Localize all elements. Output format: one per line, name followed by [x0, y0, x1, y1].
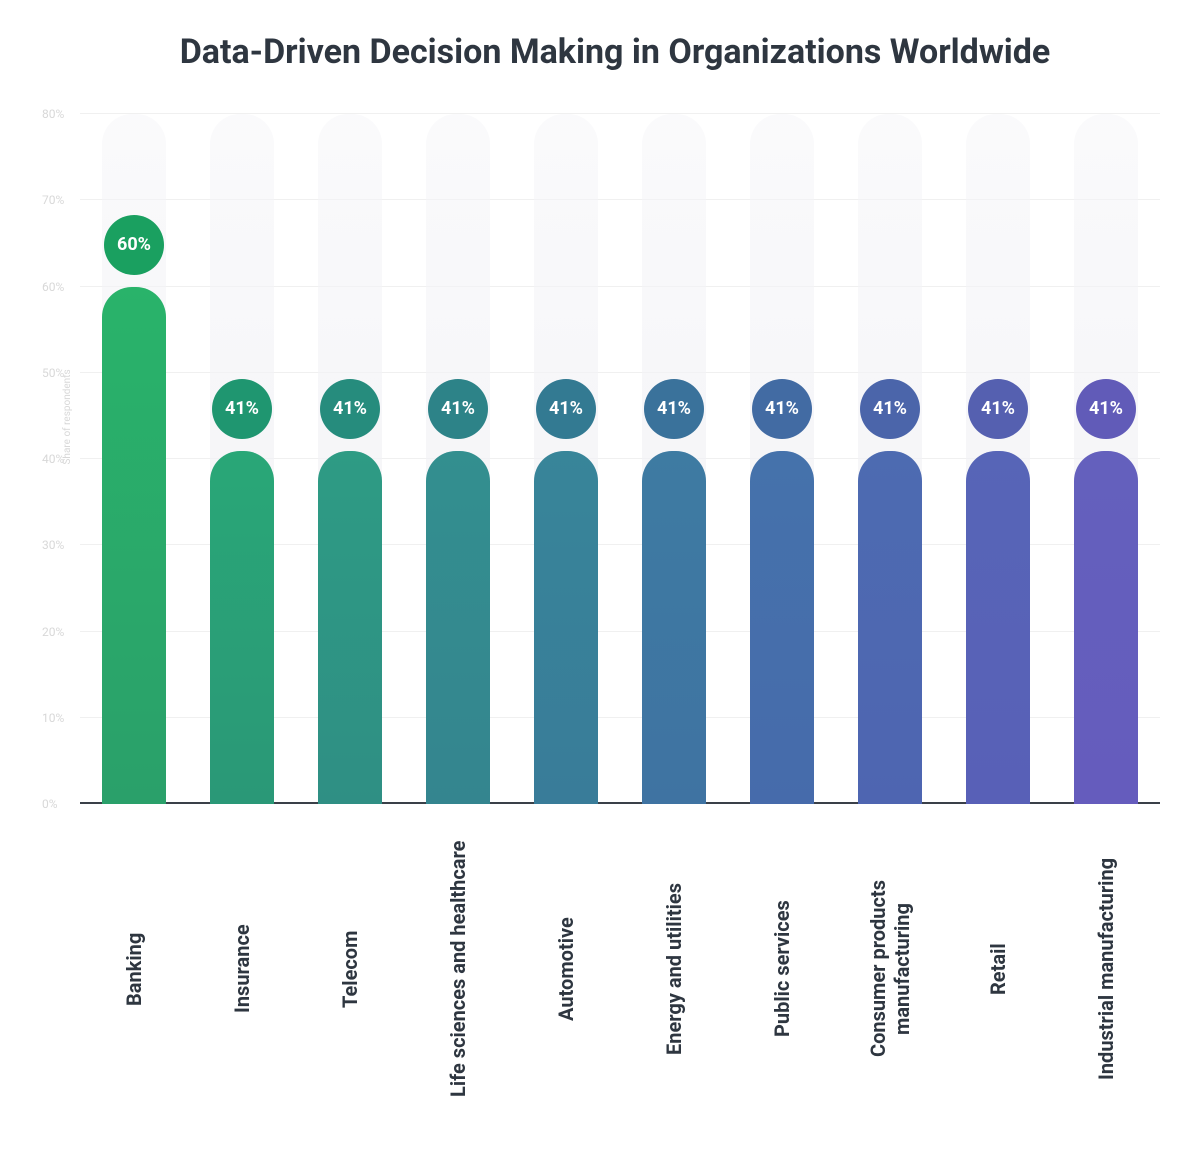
bar-slot: 41%	[404, 114, 512, 804]
x-label-slot: Automotive	[512, 829, 620, 1109]
x-axis-label: Public services	[770, 829, 794, 1109]
x-label-slot: Retail	[944, 829, 1052, 1109]
bar-slot: 41%	[1052, 114, 1160, 804]
bar-slot: 41%	[728, 114, 836, 804]
x-label-slot: Industrial manufacturing	[1052, 829, 1160, 1109]
x-label-slot: Insurance	[188, 829, 296, 1109]
bars-row: 60% 41% 41% 41% 41% 41% 41% 41% 41% 41%	[80, 114, 1160, 804]
value-bubble: 41%	[860, 379, 920, 439]
y-tick-label: 30%	[42, 538, 64, 552]
y-tick-label: 70%	[42, 193, 64, 207]
chart-container: Data-Driven Decision Making in Organizat…	[0, 0, 1200, 1172]
bar	[318, 451, 382, 805]
x-label-slot: Energy and utilities	[620, 829, 728, 1109]
x-axis-label: Insurance	[230, 829, 254, 1109]
y-axis-label: Share of respondents	[62, 370, 73, 465]
bar	[102, 287, 166, 805]
value-bubble: 41%	[212, 379, 272, 439]
y-tick-label: 20%	[42, 625, 64, 639]
bar-slot: 41%	[512, 114, 620, 804]
x-axis-label: Telecom	[338, 829, 362, 1109]
y-tick-label: 40%	[42, 452, 64, 466]
x-axis-label: Life sciences and healthcare	[446, 829, 470, 1109]
bar	[426, 451, 490, 805]
x-label-slot: Public services	[728, 829, 836, 1109]
x-axis-label: Consumer products manufacturing	[866, 829, 914, 1109]
bar-slot: 60%	[80, 114, 188, 804]
bar	[966, 451, 1030, 805]
value-bubble: 41%	[428, 379, 488, 439]
value-bubble: 41%	[644, 379, 704, 439]
plot-area: Share of respondents 0%10%20%30%40%50%60…	[80, 114, 1160, 804]
value-bubble: 41%	[752, 379, 812, 439]
bar	[1074, 451, 1138, 805]
value-bubble: 60%	[104, 215, 164, 275]
y-tick-label: 10%	[42, 711, 64, 725]
y-tick-label: 0%	[42, 797, 58, 811]
y-tick-label: 80%	[42, 107, 64, 121]
x-label-slot: Banking	[80, 829, 188, 1109]
x-axis-label: Automotive	[554, 829, 578, 1109]
x-axis-label: Industrial manufacturing	[1094, 829, 1118, 1109]
x-axis-label: Energy and utilities	[662, 829, 686, 1109]
x-label-slot: Life sciences and healthcare	[404, 829, 512, 1109]
bar-slot: 41%	[296, 114, 404, 804]
bar	[750, 451, 814, 805]
value-bubble: 41%	[320, 379, 380, 439]
chart-title: Data-Driven Decision Making in Organizat…	[70, 30, 1160, 74]
bar	[858, 451, 922, 805]
bar	[642, 451, 706, 805]
value-bubble: 41%	[968, 379, 1028, 439]
bar-slot: 41%	[188, 114, 296, 804]
x-label-slot: Telecom	[296, 829, 404, 1109]
bar-slot: 41%	[836, 114, 944, 804]
x-axis-label: Banking	[122, 829, 146, 1109]
value-bubble: 41%	[1076, 379, 1136, 439]
y-tick-label: 50%	[42, 366, 64, 380]
bar-slot: 41%	[620, 114, 728, 804]
bar-slot: 41%	[944, 114, 1052, 804]
y-tick-label: 60%	[42, 280, 64, 294]
x-label-slot: Consumer products manufacturing	[836, 829, 944, 1109]
value-bubble: 41%	[536, 379, 596, 439]
x-axis-label: Retail	[986, 829, 1010, 1109]
bar	[210, 451, 274, 805]
bar	[534, 451, 598, 805]
x-axis-labels: Banking Insurance Telecom Life sciences and…	[80, 829, 1160, 1109]
